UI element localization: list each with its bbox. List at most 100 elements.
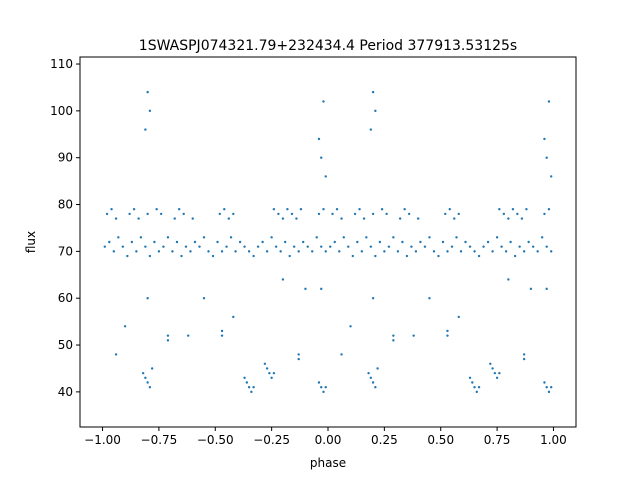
data-point <box>493 371 497 375</box>
y-tick-label: 50 <box>58 338 73 352</box>
data-point <box>324 175 327 178</box>
data-point <box>191 217 194 220</box>
data-point <box>290 212 294 216</box>
data-point <box>193 240 197 244</box>
data-point <box>511 208 515 211</box>
data-point <box>178 208 181 211</box>
data-point <box>281 217 285 220</box>
data-point <box>529 287 533 291</box>
data-point <box>114 217 118 220</box>
data-point <box>189 250 192 253</box>
data-point <box>414 250 418 253</box>
data-point <box>148 109 152 113</box>
data-point <box>211 254 215 258</box>
data-point <box>295 217 298 220</box>
data-point <box>306 245 309 248</box>
data-point <box>378 240 382 244</box>
data-point <box>220 329 224 333</box>
x-tick-label: 0.50 <box>427 433 454 447</box>
data-point <box>216 240 219 244</box>
data-point <box>252 254 255 258</box>
data-point <box>405 254 409 258</box>
y-axis: 40 50 60 70 80 90 100 110 <box>50 57 80 399</box>
y-tick-label: 60 <box>58 291 73 305</box>
data-point <box>419 240 422 244</box>
data-point <box>283 240 287 244</box>
data-point <box>320 245 323 248</box>
data-point <box>527 240 530 244</box>
data-point <box>331 212 334 216</box>
data-point <box>507 217 510 220</box>
data-point <box>166 334 170 337</box>
data-point <box>446 250 449 253</box>
data-point <box>135 250 138 253</box>
data-point <box>112 250 116 253</box>
data-point <box>166 339 170 342</box>
data-point <box>182 212 185 216</box>
data-point <box>247 250 251 253</box>
y-tick-label: 40 <box>58 385 73 399</box>
data-point <box>367 371 370 375</box>
chart-title: 1SWASPJ074321.79+232434.4 Period 377913.… <box>139 38 517 54</box>
data-point <box>509 240 512 244</box>
data-point <box>270 236 273 239</box>
data-point <box>477 254 481 258</box>
data-point <box>486 240 490 244</box>
data-point <box>288 254 291 258</box>
data-point <box>322 100 325 103</box>
data-point <box>256 245 260 248</box>
data-point <box>270 376 273 380</box>
data-point <box>340 353 343 356</box>
data-point <box>428 297 431 300</box>
data-point <box>371 381 375 384</box>
data-point <box>369 245 373 248</box>
data-point <box>383 250 386 253</box>
data-point <box>498 371 501 375</box>
data-point <box>550 175 553 178</box>
data-point <box>198 245 201 248</box>
data-point <box>437 254 440 258</box>
data-point <box>403 208 406 211</box>
data-point <box>238 240 242 244</box>
data-point <box>272 371 276 375</box>
data-point <box>507 278 510 281</box>
data-point <box>227 217 230 220</box>
data-point <box>547 390 551 394</box>
data-point <box>550 250 553 253</box>
data-point <box>412 334 415 337</box>
data-point <box>522 357 526 361</box>
data-point <box>117 236 120 239</box>
data-point <box>441 240 445 244</box>
data-point <box>128 212 131 216</box>
data-point <box>277 212 280 216</box>
data-point <box>141 371 145 375</box>
data-point <box>317 137 321 141</box>
data-point <box>320 287 323 291</box>
x-tick-label: 0.00 <box>315 433 342 447</box>
data-point <box>545 385 548 389</box>
data-point <box>103 245 107 248</box>
data-point <box>432 250 436 253</box>
data-point <box>299 208 303 211</box>
data-point <box>144 128 147 131</box>
data-point <box>322 390 325 394</box>
data-point <box>148 254 152 258</box>
data-point <box>155 208 158 211</box>
data-point <box>540 236 544 239</box>
data-point <box>317 212 321 216</box>
data-point <box>380 208 384 211</box>
data-point <box>268 371 271 375</box>
data-point <box>340 217 343 220</box>
data-point <box>173 217 176 220</box>
data-point <box>232 315 235 319</box>
data-point <box>338 250 341 253</box>
data-point <box>520 217 524 220</box>
data-point <box>265 367 269 370</box>
data-point <box>457 315 460 319</box>
y-tick-label: 110 <box>50 57 73 71</box>
data-point <box>123 325 127 328</box>
data-point <box>324 250 327 253</box>
data-point <box>477 385 481 389</box>
data-point <box>202 297 206 300</box>
